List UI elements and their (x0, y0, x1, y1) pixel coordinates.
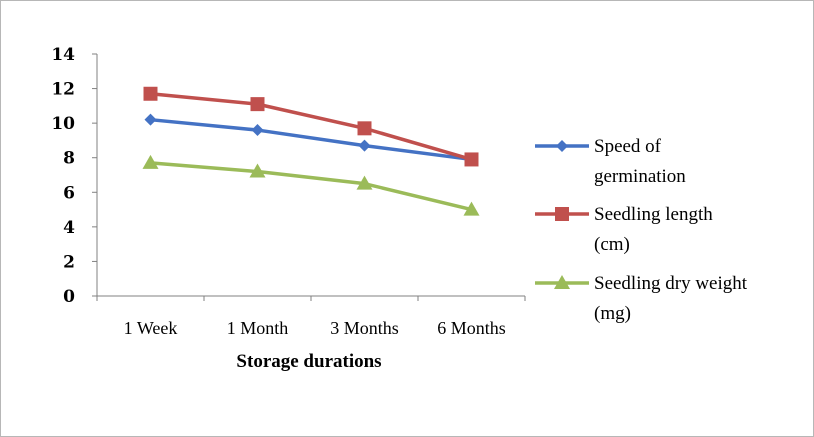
x-category-label: 1 Week (124, 318, 178, 338)
y-tick-label: 2 (63, 252, 75, 272)
series-line (150, 92, 472, 162)
data-point-square (357, 121, 372, 136)
legend-label: Speed of (594, 136, 662, 157)
series-line (150, 161, 472, 212)
legend-entry: Seedling dry weight (mg) (535, 273, 748, 324)
y-tick-label: 4 (63, 218, 75, 238)
data-point-triangle (463, 201, 480, 216)
chart-axes (92, 53, 526, 301)
data-point-square (464, 152, 479, 167)
x-axis-title: Storage durations (236, 351, 381, 372)
series-line (150, 117, 472, 162)
y-tick-label: 10 (51, 114, 75, 134)
series-1 (144, 113, 478, 166)
legend-label: Seedling dry weight (594, 273, 748, 294)
x-category-label: 6 Months (437, 318, 506, 338)
data-point-square (143, 86, 158, 101)
data-point-triangle (142, 154, 159, 169)
data-point-square (250, 97, 265, 112)
data-point-triangle (356, 175, 373, 190)
data-point-diamond (251, 124, 264, 137)
x-category-label: 3 Months (330, 318, 399, 338)
y-tick-label: 8 (63, 149, 75, 169)
data-point-triangle (249, 163, 266, 178)
x-category-label: 1 Month (227, 318, 289, 338)
data-point-diamond (358, 139, 371, 152)
series-2 (143, 86, 479, 167)
y-tick-label: 12 (51, 80, 75, 100)
y-tick-labels: 0 2 4 6 8 10 12 14 (51, 45, 75, 307)
series-3 (142, 154, 480, 216)
legend-entry: Speed of germination (535, 136, 686, 187)
legend-label: germination (594, 166, 686, 187)
y-tick-label: 6 (63, 183, 75, 203)
data-point-square (555, 207, 569, 221)
y-tick-label: 14 (51, 45, 75, 65)
y-tick-label: 0 (63, 287, 75, 307)
x-category-labels: 1 Week 1 Month 3 Months 6 Months (124, 318, 506, 338)
legend-label: Seedling length (594, 204, 713, 225)
series-layer (142, 86, 480, 216)
data-point-diamond (556, 140, 568, 152)
legend-entry: Seedling length (cm) (535, 204, 713, 255)
data-point-triangle (554, 275, 570, 289)
legend-label: (mg) (594, 303, 631, 324)
data-point-diamond (144, 113, 157, 126)
legend-label: (cm) (594, 234, 630, 255)
